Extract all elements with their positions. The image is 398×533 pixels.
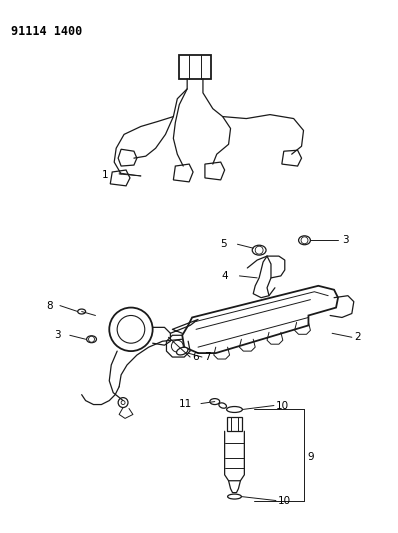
Text: 1: 1 xyxy=(101,170,108,180)
Text: 11: 11 xyxy=(179,399,193,409)
Circle shape xyxy=(172,340,183,352)
Circle shape xyxy=(118,398,128,408)
Text: 5: 5 xyxy=(220,239,226,249)
Text: 10: 10 xyxy=(276,400,289,410)
Text: 7: 7 xyxy=(204,352,211,362)
Text: 10: 10 xyxy=(278,496,291,505)
Ellipse shape xyxy=(226,407,242,413)
Polygon shape xyxy=(282,150,302,166)
Polygon shape xyxy=(174,164,193,182)
Bar xyxy=(226,417,242,431)
Ellipse shape xyxy=(228,494,242,499)
Circle shape xyxy=(109,308,153,351)
Text: 2: 2 xyxy=(354,332,361,342)
Polygon shape xyxy=(118,149,137,166)
Circle shape xyxy=(117,316,145,343)
Polygon shape xyxy=(110,170,130,186)
Text: 4: 4 xyxy=(222,271,228,281)
Circle shape xyxy=(89,336,94,342)
Ellipse shape xyxy=(87,336,96,343)
Polygon shape xyxy=(182,286,338,353)
Ellipse shape xyxy=(78,309,86,314)
Text: 3: 3 xyxy=(54,330,60,340)
Circle shape xyxy=(301,237,308,244)
Ellipse shape xyxy=(298,236,310,245)
Text: 9: 9 xyxy=(308,452,314,462)
Text: 91114 1400: 91114 1400 xyxy=(11,25,82,37)
Ellipse shape xyxy=(219,403,226,408)
Polygon shape xyxy=(205,162,224,180)
Text: 3: 3 xyxy=(342,235,349,245)
Circle shape xyxy=(121,401,125,405)
Text: 6: 6 xyxy=(192,352,199,362)
Circle shape xyxy=(255,246,263,254)
Ellipse shape xyxy=(177,348,188,355)
Bar xyxy=(179,55,211,79)
Text: 8: 8 xyxy=(46,301,53,311)
Ellipse shape xyxy=(252,245,266,255)
Ellipse shape xyxy=(210,399,220,405)
